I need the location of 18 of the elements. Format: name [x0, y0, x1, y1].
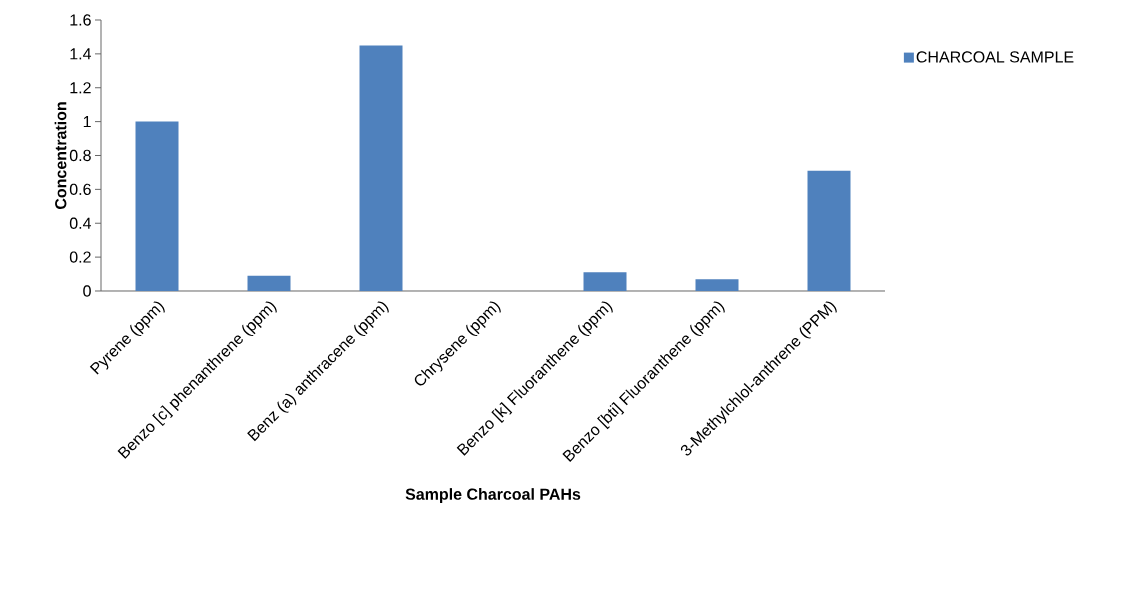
- y-axis-title: Concentration: [54, 102, 67, 210]
- bar: [359, 45, 403, 291]
- y-tick-label: 0.8: [69, 149, 91, 162]
- y-tick-label: 0.4: [69, 217, 92, 229]
- y-tick-label: 1.6: [70, 14, 91, 26]
- y-tick-label: 1.4: [70, 48, 92, 60]
- y-tick-label: 0: [83, 285, 91, 297]
- bar: [247, 275, 291, 291]
- y-tick-label: 1.2: [70, 82, 91, 94]
- x-axis-title: Sample Charcoal PAHs: [405, 488, 581, 504]
- y-tick-label: 1: [83, 116, 91, 128]
- y-tick-label: 0.2: [69, 251, 91, 263]
- bar: [583, 272, 627, 291]
- bar: [807, 170, 851, 291]
- legend-label: CHARCOAL SAMPLE: [916, 51, 1074, 63]
- bar: [135, 121, 179, 291]
- bar: [695, 279, 739, 291]
- y-tick-label: 0.6: [69, 183, 91, 196]
